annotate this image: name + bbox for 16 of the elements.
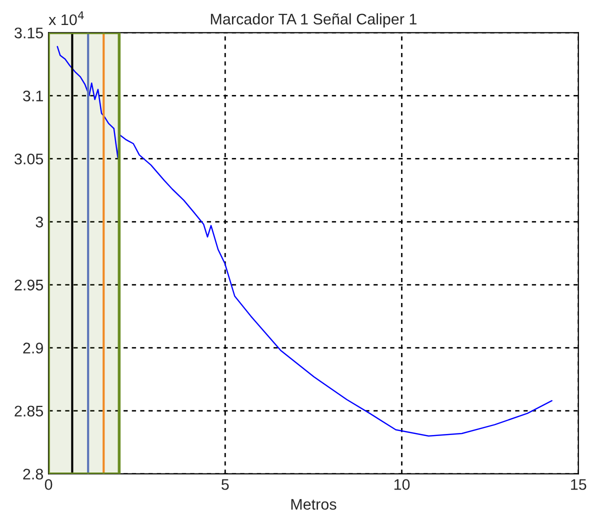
y-tick-label: 2.85: [14, 406, 44, 417]
y-tick-label: 3.1: [23, 90, 43, 102]
chart-title: Marcador TA 1 Señal Caliper 1: [210, 13, 416, 28]
x-tick-label: 5: [222, 479, 229, 490]
y-tick-label: 2.9: [23, 342, 43, 354]
y-tick-label: 2.95: [14, 280, 44, 290]
y-tick-label: 2.8: [23, 468, 44, 480]
line-series: [56, 46, 553, 437]
x-axis-title: Metros: [291, 499, 336, 510]
y-tick-label: 3: [36, 216, 44, 228]
x-tick-label: 15: [571, 479, 586, 490]
y-tick-label: 3.15: [14, 28, 44, 38]
x-tick-label: 0: [44, 479, 52, 490]
text: x 10$^{4}$: [48, 11, 84, 26]
x-tick-label: 10: [394, 479, 410, 490]
y-tick-label: 3.05: [14, 154, 44, 164]
